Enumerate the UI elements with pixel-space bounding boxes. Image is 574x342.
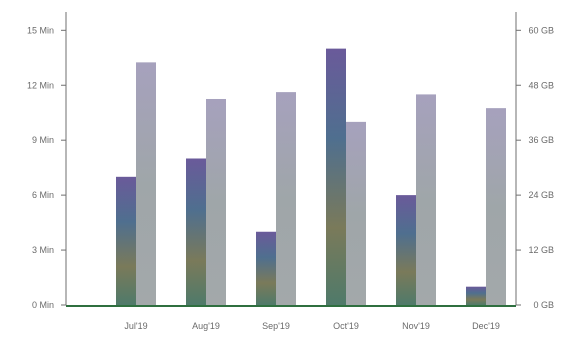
right-tick-label: 36 GB [528,135,554,145]
x-tick-label: Nov'19 [402,321,430,331]
data-usage-bar [276,92,296,305]
right-tick-label: 24 GB [528,190,554,200]
x-tick-label: Sep'19 [262,321,290,331]
left-tick-label: 9 Min [32,135,54,145]
data-usage-bar [346,121,366,305]
minutes-bar [116,176,136,305]
left-tick-label: 15 Min [27,25,54,35]
x-tick-label: Dec'19 [472,321,500,331]
data-usage-bar [416,94,436,305]
right-tick-label: 0 GB [533,300,554,310]
x-tick-label: Aug'19 [192,321,220,331]
axes-group [61,12,521,307]
minutes-bar [186,158,206,305]
left-tick-label: 6 Min [32,190,54,200]
x-tick-label: Jul'19 [124,321,147,331]
data-usage-bar [206,98,226,305]
minutes-bar [396,195,416,305]
minutes-bar [466,286,486,305]
left-tick-label: 3 Min [32,245,54,255]
minutes-bar [326,48,346,305]
right-tick-label: 12 GB [528,245,554,255]
data-usage-bar [486,108,506,305]
right-tick-label: 48 GB [528,80,554,90]
right-tick-label: 60 GB [528,25,554,35]
left-tick-label: 12 Min [27,80,54,90]
minutes-bar [256,231,276,305]
data-usage-bar [136,62,156,305]
x-tick-label: Oct'19 [333,321,359,331]
bars-group [116,48,506,305]
labels-group: 0 Min 3 Min 6 Min 9 Min 12 Min 15 Min 0 GB 12 G… [27,25,554,331]
left-tick-label: 0 Min [32,300,54,310]
